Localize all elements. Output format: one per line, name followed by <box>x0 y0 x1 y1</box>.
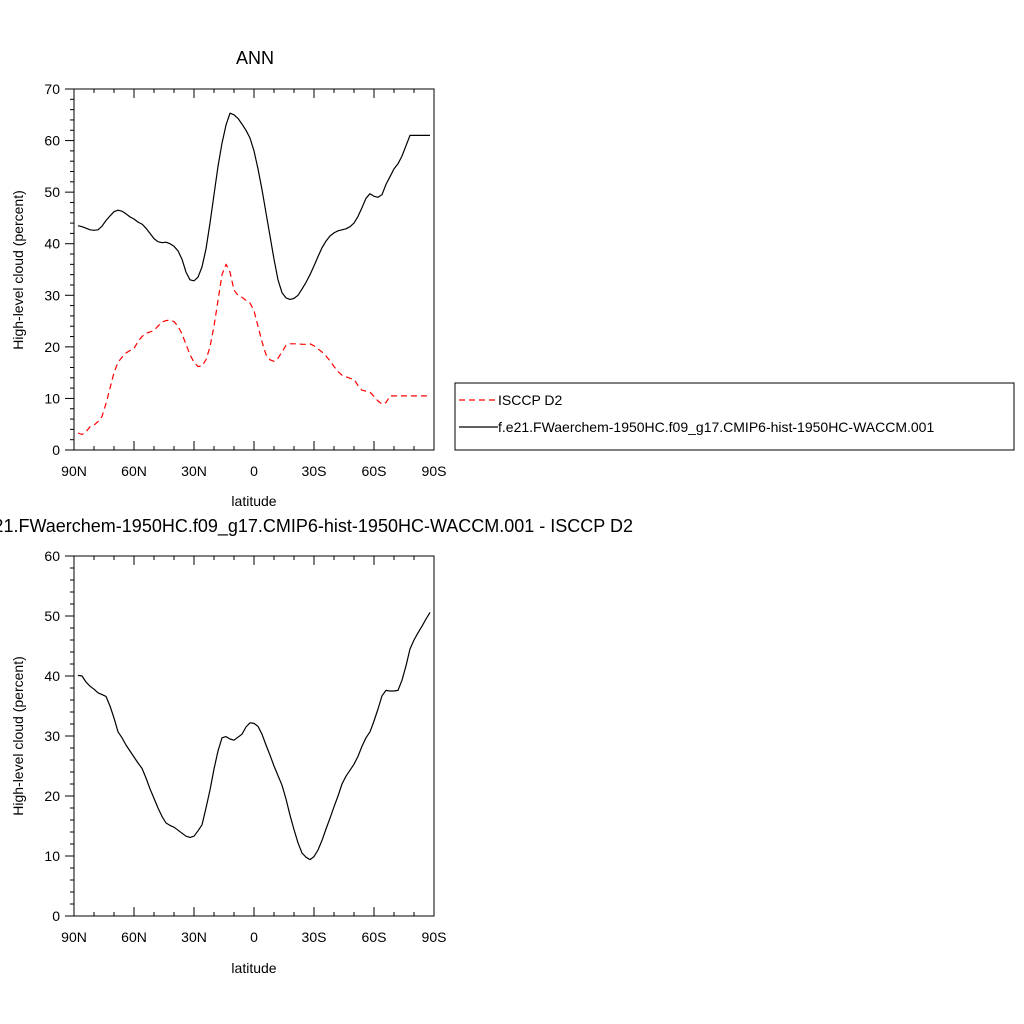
x-tick-label: 0 <box>250 929 258 945</box>
y-tick-label: 50 <box>44 608 60 624</box>
y-tick-label: 0 <box>52 908 60 924</box>
chart-bottom-title: f.e21.FWaerchem-1950HC.f09_g17.CMIP6-his… <box>0 516 633 537</box>
chart-bottom-y-axis-label: High-level cloud (percent) <box>10 656 26 816</box>
y-tick-label: 10 <box>44 848 60 864</box>
legend-label-isccp: ISCCP D2 <box>498 392 563 408</box>
y-tick-label: 10 <box>44 390 60 406</box>
x-tick-label: 0 <box>250 463 258 479</box>
x-tick-label: 90N <box>61 463 87 479</box>
y-tick-label: 40 <box>44 668 60 684</box>
chart-top-y-axis-label: High-level cloud (percent) <box>10 190 26 350</box>
x-tick-label: 60S <box>362 929 387 945</box>
x-tick-label: 30N <box>181 929 207 945</box>
legend-frame <box>454 382 1015 451</box>
chart-bottom-ticks: 90N 60N 30N 0 30S 60S 90S 0 10 20 30 40 50 60 <box>44 548 446 945</box>
x-tick-label: 30S <box>302 929 327 945</box>
chart-bottom-series <box>77 612 431 861</box>
x-tick-label: 90S <box>422 929 447 945</box>
y-tick-label: 30 <box>44 287 60 303</box>
chart-top-plot-frame <box>73 88 435 451</box>
y-tick-label: 60 <box>44 548 60 564</box>
chart-bottom-series-line-0 <box>77 612 431 861</box>
chart-top-legend: ISCCP D2 f.e21.FWaerchem-1950HC.f09_g17.… <box>454 382 1015 451</box>
chart-top-x-axis-label: latitude <box>231 493 276 509</box>
x-tick-label: 60S <box>362 463 387 479</box>
chart-top-series-line-1 <box>77 112 430 300</box>
x-tick-label: 90N <box>61 929 87 945</box>
y-tick-label: 50 <box>44 184 60 200</box>
x-tick-label: 60N <box>121 929 147 945</box>
x-tick-label: 60N <box>121 463 147 479</box>
chart-top-title: ANN <box>236 48 274 68</box>
y-tick-label: 40 <box>44 236 60 252</box>
y-tick-label: 20 <box>44 788 60 804</box>
y-tick-label: 20 <box>44 339 60 355</box>
legend-label-model: f.e21.FWaerchem-1950HC.f09_g17.CMIP6-his… <box>498 419 934 435</box>
y-tick-label: 0 <box>52 442 60 458</box>
chart-top-ticks: 90N 60N 30N 0 30S 60S 90S 0 10 20 30 40 50 60 70 <box>44 81 446 479</box>
x-tick-label: 30N <box>181 463 207 479</box>
y-tick-label: 60 <box>44 133 60 149</box>
chart-top: ANN 90N 60N 30N 0 30S 60S 90S 0 10 20 30 40 50 60 70 l… <box>10 48 1015 509</box>
chart-top-series-line-0 <box>77 263 430 436</box>
chart-bottom-plot-frame <box>73 555 435 917</box>
y-tick-label: 70 <box>44 81 60 97</box>
chart-top-series <box>77 112 430 436</box>
chart-bottom-x-axis-label: latitude <box>231 960 276 976</box>
chart-bottom: f.e21.FWaerchem-1950HC.f09_g17.CMIP6-his… <box>0 516 633 976</box>
x-tick-label: 30S <box>302 463 327 479</box>
x-tick-label: 90S <box>422 463 447 479</box>
y-tick-label: 30 <box>44 728 60 744</box>
